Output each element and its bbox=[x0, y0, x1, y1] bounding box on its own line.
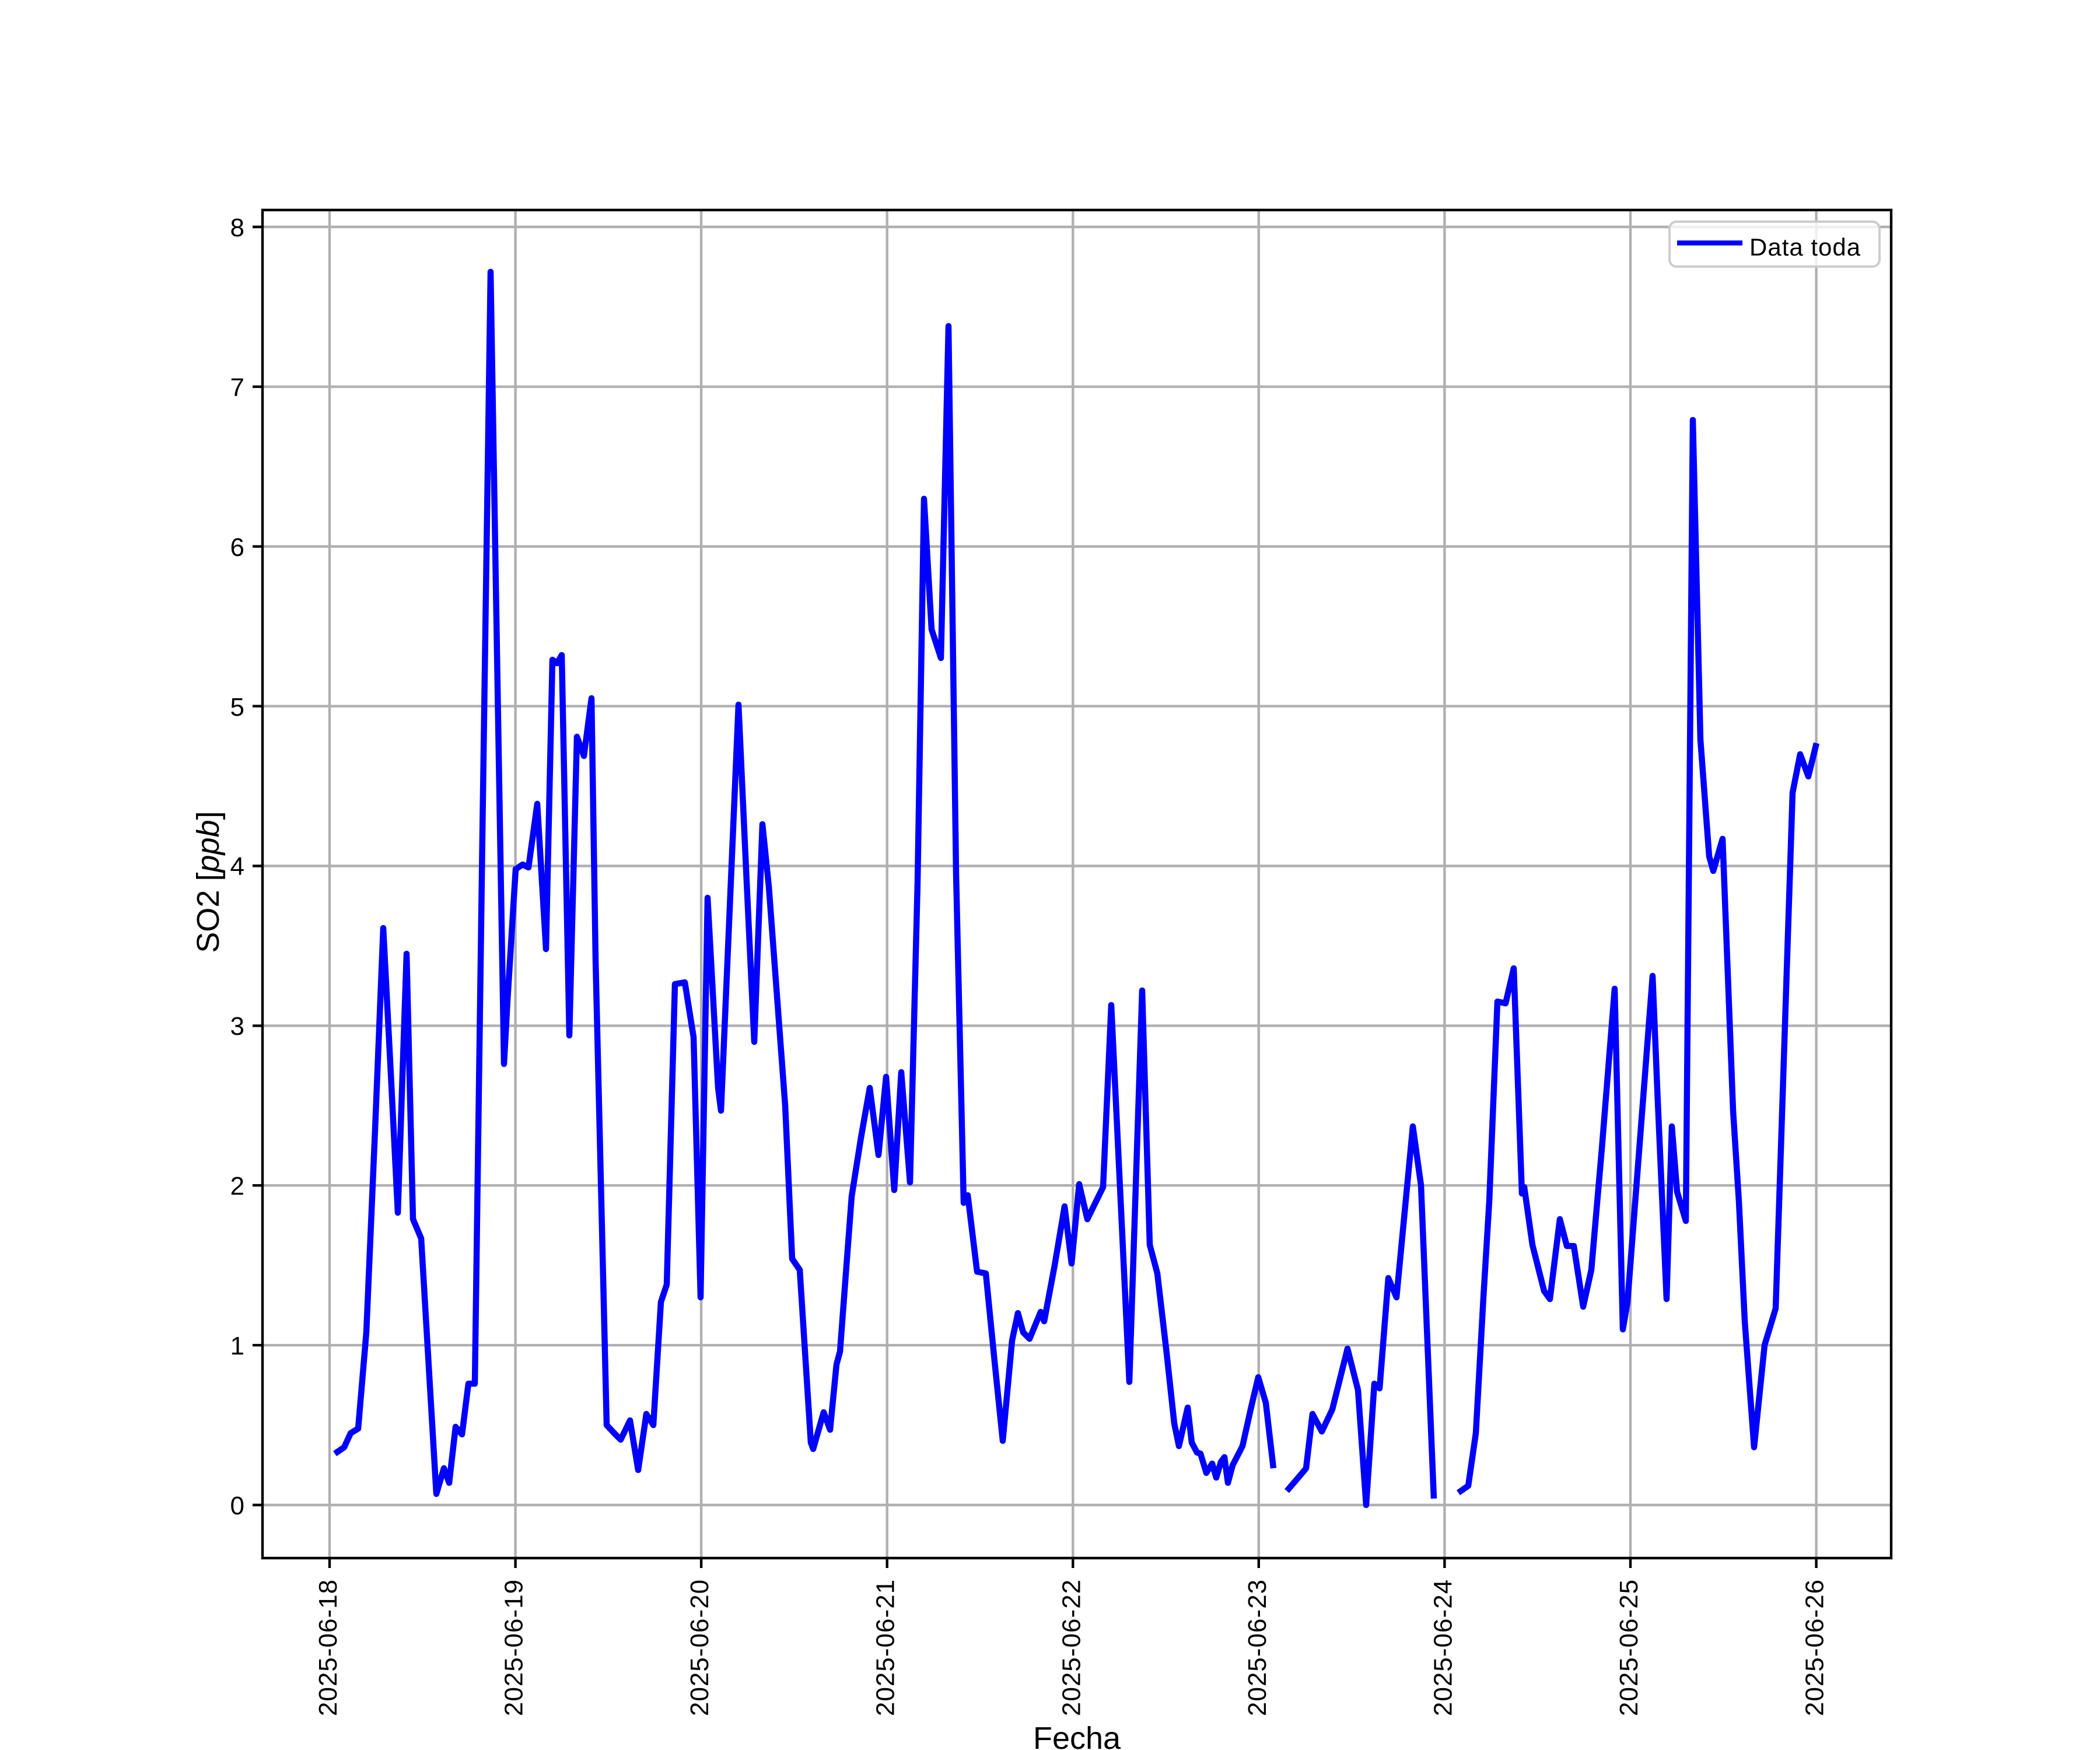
svg-text:2025-06-21: 2025-06-21 bbox=[872, 1579, 900, 1716]
svg-text:3: 3 bbox=[230, 1012, 244, 1041]
svg-text:SO2 [ppb]: SO2 [ppb] bbox=[191, 811, 226, 953]
svg-text:4: 4 bbox=[230, 852, 244, 881]
svg-text:5: 5 bbox=[230, 693, 244, 722]
svg-text:7: 7 bbox=[230, 373, 244, 402]
svg-text:2025-06-26: 2025-06-26 bbox=[1801, 1579, 1829, 1716]
svg-text:8: 8 bbox=[230, 214, 244, 242]
svg-text:2025-06-25: 2025-06-25 bbox=[1615, 1579, 1643, 1716]
svg-text:Fecha: Fecha bbox=[1033, 1721, 1121, 1750]
svg-text:2025-06-22: 2025-06-22 bbox=[1057, 1579, 1086, 1716]
svg-text:0: 0 bbox=[230, 1492, 244, 1520]
svg-text:1: 1 bbox=[230, 1332, 244, 1360]
svg-text:2025-06-23: 2025-06-23 bbox=[1243, 1579, 1272, 1716]
svg-text:2025-06-18: 2025-06-18 bbox=[314, 1579, 342, 1716]
svg-text:2: 2 bbox=[230, 1172, 244, 1200]
svg-text:2025-06-20: 2025-06-20 bbox=[685, 1579, 714, 1716]
svg-text:6: 6 bbox=[230, 533, 244, 562]
svg-text:2025-06-19: 2025-06-19 bbox=[500, 1579, 528, 1716]
svg-text:2025-06-24: 2025-06-24 bbox=[1429, 1579, 1457, 1716]
svg-text:Data toda: Data toda bbox=[1749, 233, 1861, 261]
